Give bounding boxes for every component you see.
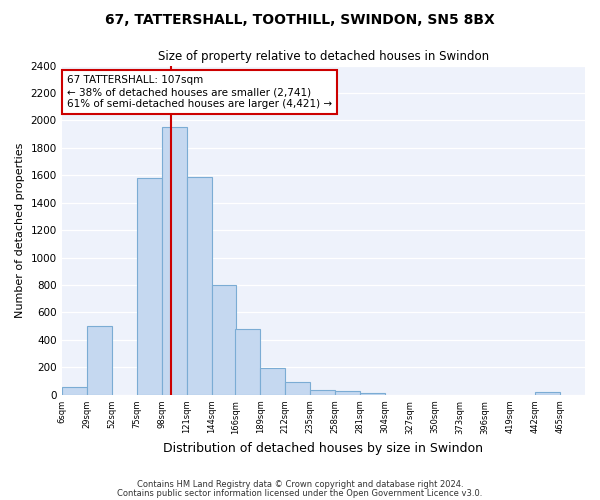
Text: 67 TATTERSHALL: 107sqm
← 38% of detached houses are smaller (2,741)
61% of semi-: 67 TATTERSHALL: 107sqm ← 38% of detached… bbox=[67, 76, 332, 108]
Bar bbox=[360, 394, 385, 395]
Text: Contains HM Land Registry data © Crown copyright and database right 2024.: Contains HM Land Registry data © Crown c… bbox=[137, 480, 463, 489]
Text: 67, TATTERSHALL, TOOTHILL, SWINDON, SN5 8BX: 67, TATTERSHALL, TOOTHILL, SWINDON, SN5 … bbox=[105, 12, 495, 26]
Bar bbox=[260, 368, 286, 395]
Y-axis label: Number of detached properties: Number of detached properties bbox=[15, 142, 25, 318]
Bar bbox=[535, 392, 560, 395]
Bar bbox=[62, 386, 86, 395]
Bar bbox=[335, 390, 360, 395]
Bar bbox=[86, 326, 112, 395]
Bar bbox=[137, 178, 161, 395]
Bar bbox=[161, 128, 187, 395]
Text: Contains public sector information licensed under the Open Government Licence v3: Contains public sector information licen… bbox=[118, 488, 482, 498]
Title: Size of property relative to detached houses in Swindon: Size of property relative to detached ho… bbox=[158, 50, 489, 63]
Bar bbox=[310, 390, 335, 395]
Bar bbox=[187, 176, 212, 395]
Bar bbox=[212, 285, 236, 395]
Bar bbox=[235, 329, 260, 395]
X-axis label: Distribution of detached houses by size in Swindon: Distribution of detached houses by size … bbox=[163, 442, 484, 455]
Bar bbox=[286, 382, 310, 395]
